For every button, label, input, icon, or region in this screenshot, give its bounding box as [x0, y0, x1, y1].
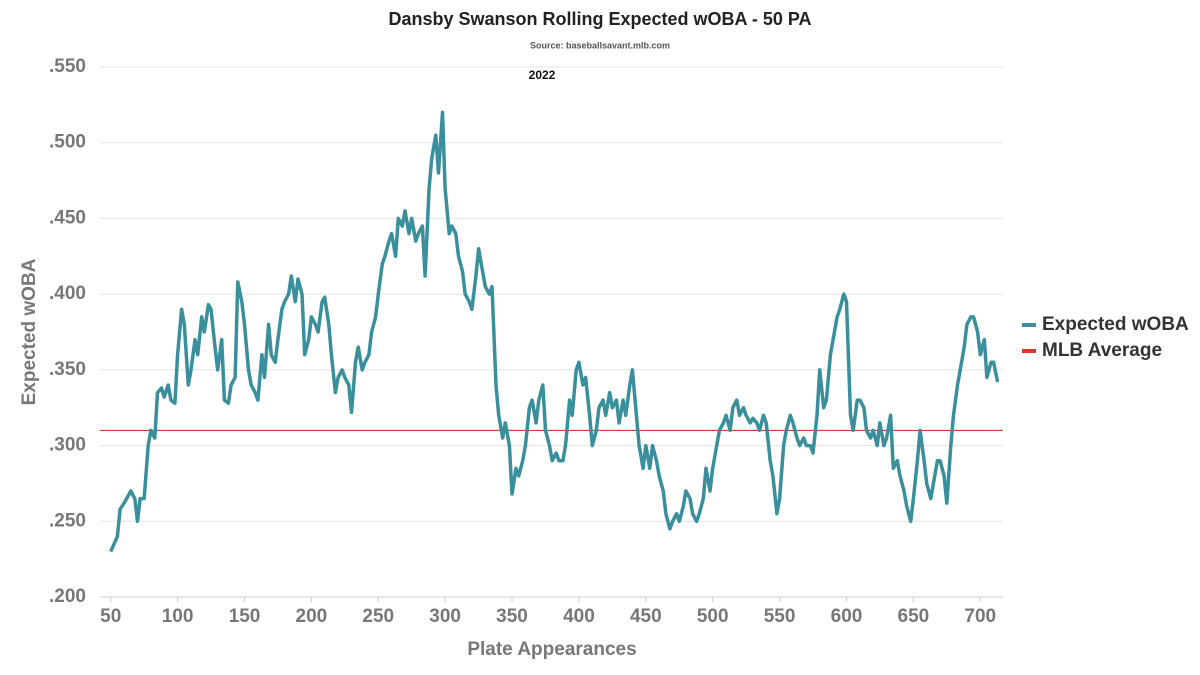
x-tick-label: 650: [898, 606, 930, 627]
annotation: 2022: [529, 68, 556, 82]
y-tick-label: .250: [49, 510, 86, 531]
chart-subtitle: Source: baseballsavant.mlb.com: [530, 40, 670, 50]
x-tick-label: 200: [296, 606, 328, 627]
x-axis-label: Plate Appearances: [467, 639, 636, 660]
y-axis-label: Expected wOBA: [19, 258, 40, 405]
x-tick-label: 250: [362, 606, 394, 627]
x-tick-label: 600: [831, 606, 863, 627]
x-tick-label: 300: [429, 606, 461, 627]
x-tick-label: 350: [496, 606, 528, 627]
x-tick-label: 150: [229, 606, 261, 627]
legend-label: MLB Average: [1042, 340, 1162, 361]
chart-title: Dansby Swanson Rolling Expected wOBA - 5…: [388, 9, 811, 29]
y-tick-label: .300: [49, 435, 86, 456]
x-tick-label: 450: [630, 606, 662, 627]
x-tick-label: 50: [100, 606, 121, 627]
x-tick-label: 550: [764, 606, 796, 627]
y-tick-label: .200: [49, 586, 86, 607]
y-tick-label: .500: [49, 132, 86, 153]
x-tick-label: 500: [697, 606, 729, 627]
x-tick-label: 700: [964, 606, 996, 627]
y-tick-label: .550: [49, 56, 86, 77]
line-series: [109, 110, 1000, 553]
y-tick-label: .450: [49, 207, 86, 228]
y-tick-label: .350: [49, 359, 86, 380]
y-tick-label: .400: [49, 283, 86, 304]
x-tick-label: 400: [563, 606, 595, 627]
x-tick-label: 100: [162, 606, 194, 627]
legend-label: Expected wOBA: [1042, 314, 1189, 335]
